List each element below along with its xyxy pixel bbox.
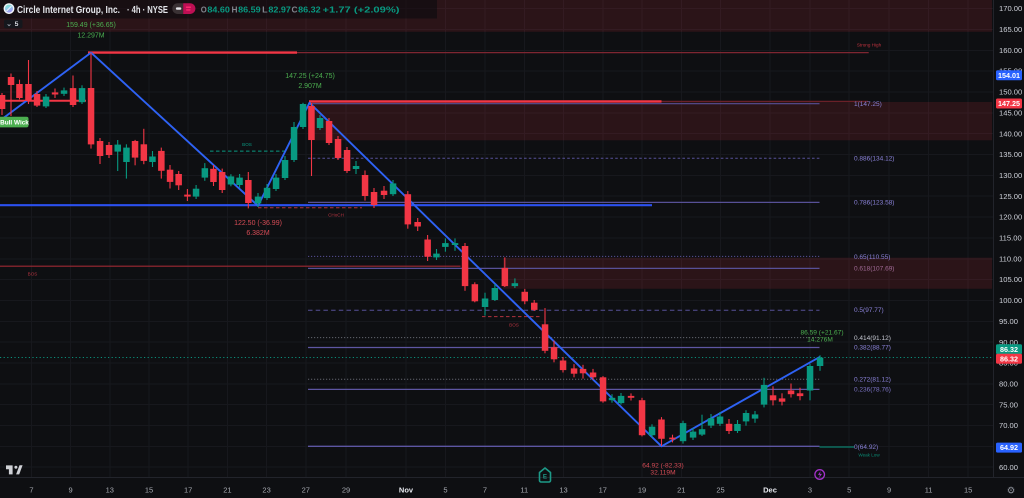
svg-text:84.60: 84.60: [207, 5, 230, 15]
svg-text:145.00: 145.00: [999, 108, 1022, 117]
svg-text:19: 19: [638, 486, 646, 495]
svg-text:154.01: 154.01: [998, 71, 1020, 80]
svg-text:5: 5: [15, 21, 19, 28]
svg-text:86.32: 86.32: [1000, 354, 1018, 363]
svg-text:86.59: 86.59: [238, 5, 261, 15]
svg-text:C: C: [292, 5, 298, 15]
svg-text:80.00: 80.00: [999, 379, 1018, 388]
svg-text:27: 27: [302, 486, 310, 495]
svg-text:6.382M: 6.382M: [246, 230, 270, 237]
svg-text:21: 21: [677, 486, 685, 495]
svg-text:11: 11: [925, 486, 933, 495]
svg-text:29: 29: [342, 486, 350, 495]
svg-text:25: 25: [716, 486, 724, 495]
svg-text:7: 7: [483, 486, 487, 495]
svg-text:17: 17: [599, 486, 607, 495]
svg-text:L: L: [262, 5, 268, 15]
svg-text:95.00: 95.00: [999, 317, 1018, 326]
svg-text:32.119M: 32.119M: [650, 469, 675, 476]
svg-text:15: 15: [145, 486, 153, 495]
svg-text:60.00: 60.00: [999, 463, 1018, 472]
svg-text:13: 13: [559, 486, 567, 495]
svg-text:122.50 (-36.99): 122.50 (-36.99): [234, 220, 282, 227]
svg-text:160.00: 160.00: [999, 46, 1022, 55]
svg-text:86.32: 86.32: [1000, 345, 1018, 354]
svg-text:⌄: ⌄: [6, 21, 12, 28]
svg-text:2.907M: 2.907M: [298, 83, 322, 90]
svg-text:21: 21: [223, 486, 231, 495]
svg-text:165.00: 165.00: [999, 25, 1022, 34]
svg-text:BOS: BOS: [28, 272, 38, 277]
svg-text:17: 17: [184, 486, 192, 495]
svg-text:100.00: 100.00: [999, 296, 1022, 305]
svg-text:23: 23: [262, 486, 270, 495]
svg-text:13: 13: [106, 486, 114, 495]
svg-text:+1.77 (+2.09%): +1.77 (+2.09%): [323, 5, 400, 15]
svg-text:0.272(81.12): 0.272(81.12): [854, 377, 891, 384]
svg-text:5: 5: [847, 486, 851, 495]
svg-text:0.414(91.12): 0.414(91.12): [854, 335, 891, 342]
svg-text:Weak Low: Weak Low: [858, 452, 880, 457]
svg-text:0.5(97.77): 0.5(97.77): [854, 307, 884, 314]
svg-text:150.00: 150.00: [999, 88, 1022, 97]
svg-text:· 4h · NYSE: · 4h · NYSE: [127, 5, 168, 16]
svg-text:82.97: 82.97: [268, 5, 291, 15]
svg-text:159.49 (+36.65): 159.49 (+36.65): [66, 22, 116, 29]
svg-text:Dec: Dec: [763, 486, 777, 495]
svg-text:BOS: BOS: [509, 322, 519, 327]
svg-text:BOS: BOS: [242, 142, 252, 147]
svg-text:CHoCH: CHoCH: [328, 212, 344, 217]
svg-text:9: 9: [69, 486, 73, 495]
svg-text:147.25 (+24.75): 147.25 (+24.75): [285, 73, 335, 80]
svg-text:70.00: 70.00: [999, 421, 1018, 430]
svg-text:E: E: [543, 474, 547, 481]
svg-text:0.786(123.58): 0.786(123.58): [854, 199, 894, 206]
svg-text:86.59 (+21.67): 86.59 (+21.67): [800, 329, 843, 336]
svg-text:86.32: 86.32: [298, 5, 321, 15]
svg-text:H: H: [232, 5, 238, 15]
svg-text:5: 5: [443, 486, 447, 495]
svg-text:0.65(110.55): 0.65(110.55): [854, 254, 890, 261]
svg-text:Bull Wick: Bull Wick: [0, 120, 29, 127]
svg-text:0.886(134.12): 0.886(134.12): [854, 156, 894, 163]
svg-text:64.92: 64.92: [1000, 443, 1018, 452]
svg-text:Circle Internet Group, Inc.: Circle Internet Group, Inc.: [17, 5, 120, 16]
svg-text:15: 15: [964, 486, 972, 495]
svg-text:125.00: 125.00: [999, 192, 1022, 201]
svg-text:90.00: 90.00: [999, 338, 1018, 347]
svg-text:147.25: 147.25: [998, 99, 1020, 108]
svg-text:130.00: 130.00: [999, 171, 1022, 180]
svg-text:170.00: 170.00: [999, 4, 1022, 13]
svg-text:1(147.25): 1(147.25): [854, 101, 882, 108]
svg-text:75.00: 75.00: [999, 400, 1018, 409]
svg-text:120.00: 120.00: [999, 213, 1022, 222]
svg-text:Nov: Nov: [399, 486, 414, 495]
svg-text:14.276M: 14.276M: [807, 336, 833, 343]
svg-text:135.00: 135.00: [999, 150, 1022, 159]
svg-text:3: 3: [808, 486, 812, 495]
svg-text:140.00: 140.00: [999, 129, 1022, 138]
svg-text:11: 11: [520, 486, 528, 495]
svg-text:110.00: 110.00: [999, 254, 1022, 263]
svg-text:9: 9: [887, 486, 891, 495]
svg-text:0.236(78.76): 0.236(78.76): [854, 386, 891, 393]
svg-text:12.297M: 12.297M: [77, 32, 104, 39]
svg-text:Strong High: Strong High: [857, 42, 882, 47]
svg-text:0.382(88.77): 0.382(88.77): [854, 345, 891, 352]
svg-text:O: O: [201, 5, 207, 15]
svg-text:64.92 (-82.33): 64.92 (-82.33): [642, 462, 683, 469]
svg-text:0.618(107.69): 0.618(107.69): [854, 266, 894, 273]
svg-text:0(64.92): 0(64.92): [854, 444, 878, 451]
svg-text:115.00: 115.00: [999, 234, 1022, 243]
svg-text:⚙: ⚙: [1007, 485, 1016, 496]
svg-text:7: 7: [29, 486, 33, 495]
svg-text:105.00: 105.00: [999, 275, 1022, 284]
